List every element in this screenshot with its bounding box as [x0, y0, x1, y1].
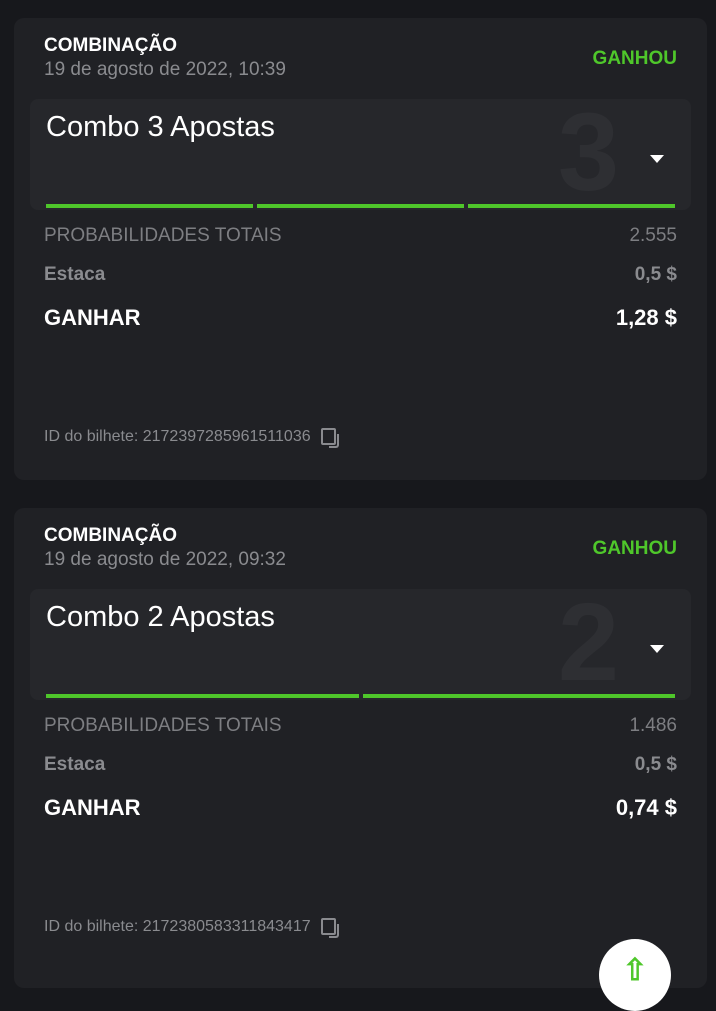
leg-bar: [46, 204, 253, 208]
leg-bar: [362, 694, 675, 698]
copy-icon[interactable]: [320, 918, 339, 938]
win-value: 1,28 $: [615, 305, 677, 330]
caret-down-icon[interactable]: [650, 155, 664, 163]
stake-value: 0,5 $: [634, 264, 677, 285]
arrow-up-icon: ⇧: [622, 954, 648, 987]
win-label: GANHAR: [44, 305, 141, 330]
combo-count: 3: [557, 99, 619, 210]
bet-date: 19 de agosto de 2022, 09:32: [44, 549, 286, 570]
combo-title: Combo 3 Apostas: [46, 111, 275, 143]
combo-dropdown[interactable]: 2 Combo 2 Apostas: [30, 589, 691, 700]
leg-bar: [46, 694, 359, 698]
status-badge: GANHOU: [592, 48, 677, 69]
odds-value: 1.486: [629, 715, 677, 736]
scroll-top-button[interactable]: ⇧: [599, 939, 671, 1011]
caret-down-icon[interactable]: [650, 645, 664, 653]
leg-progress: [46, 694, 675, 698]
bet-date: 19 de agosto de 2022, 10:39: [44, 59, 286, 80]
bet-type: COMBINAÇÃO: [44, 35, 177, 56]
odds-value: 2.555: [629, 225, 677, 246]
leg-bar: [468, 204, 675, 208]
ticket-id: ID do bilhete: 2172397285961511036: [44, 428, 311, 445]
bet-card: COMBINAÇÃO 19 de agosto de 2022, 09:32 G…: [14, 508, 707, 988]
stake-label: Estaca: [44, 264, 106, 285]
status-badge: GANHOU: [592, 538, 677, 559]
leg-progress: [46, 204, 675, 208]
win-label: GANHAR: [44, 795, 141, 820]
ticket-id: ID do bilhete: 2172380583311843417: [44, 918, 311, 935]
combo-dropdown[interactable]: 3 Combo 3 Apostas: [30, 99, 691, 210]
win-value: 0,74 $: [615, 795, 677, 820]
stake-label: Estaca: [44, 754, 106, 775]
bet-card: COMBINAÇÃO 19 de agosto de 2022, 10:39 G…: [14, 18, 707, 480]
leg-bar: [257, 204, 464, 208]
copy-icon[interactable]: [320, 428, 339, 448]
combo-title: Combo 2 Apostas: [46, 601, 275, 633]
odds-label: PROBABILIDADES TOTAIS: [44, 715, 282, 736]
stake-value: 0,5 $: [634, 754, 677, 775]
combo-count: 2: [557, 589, 619, 700]
odds-label: PROBABILIDADES TOTAIS: [44, 225, 282, 246]
bet-type: COMBINAÇÃO: [44, 525, 177, 546]
